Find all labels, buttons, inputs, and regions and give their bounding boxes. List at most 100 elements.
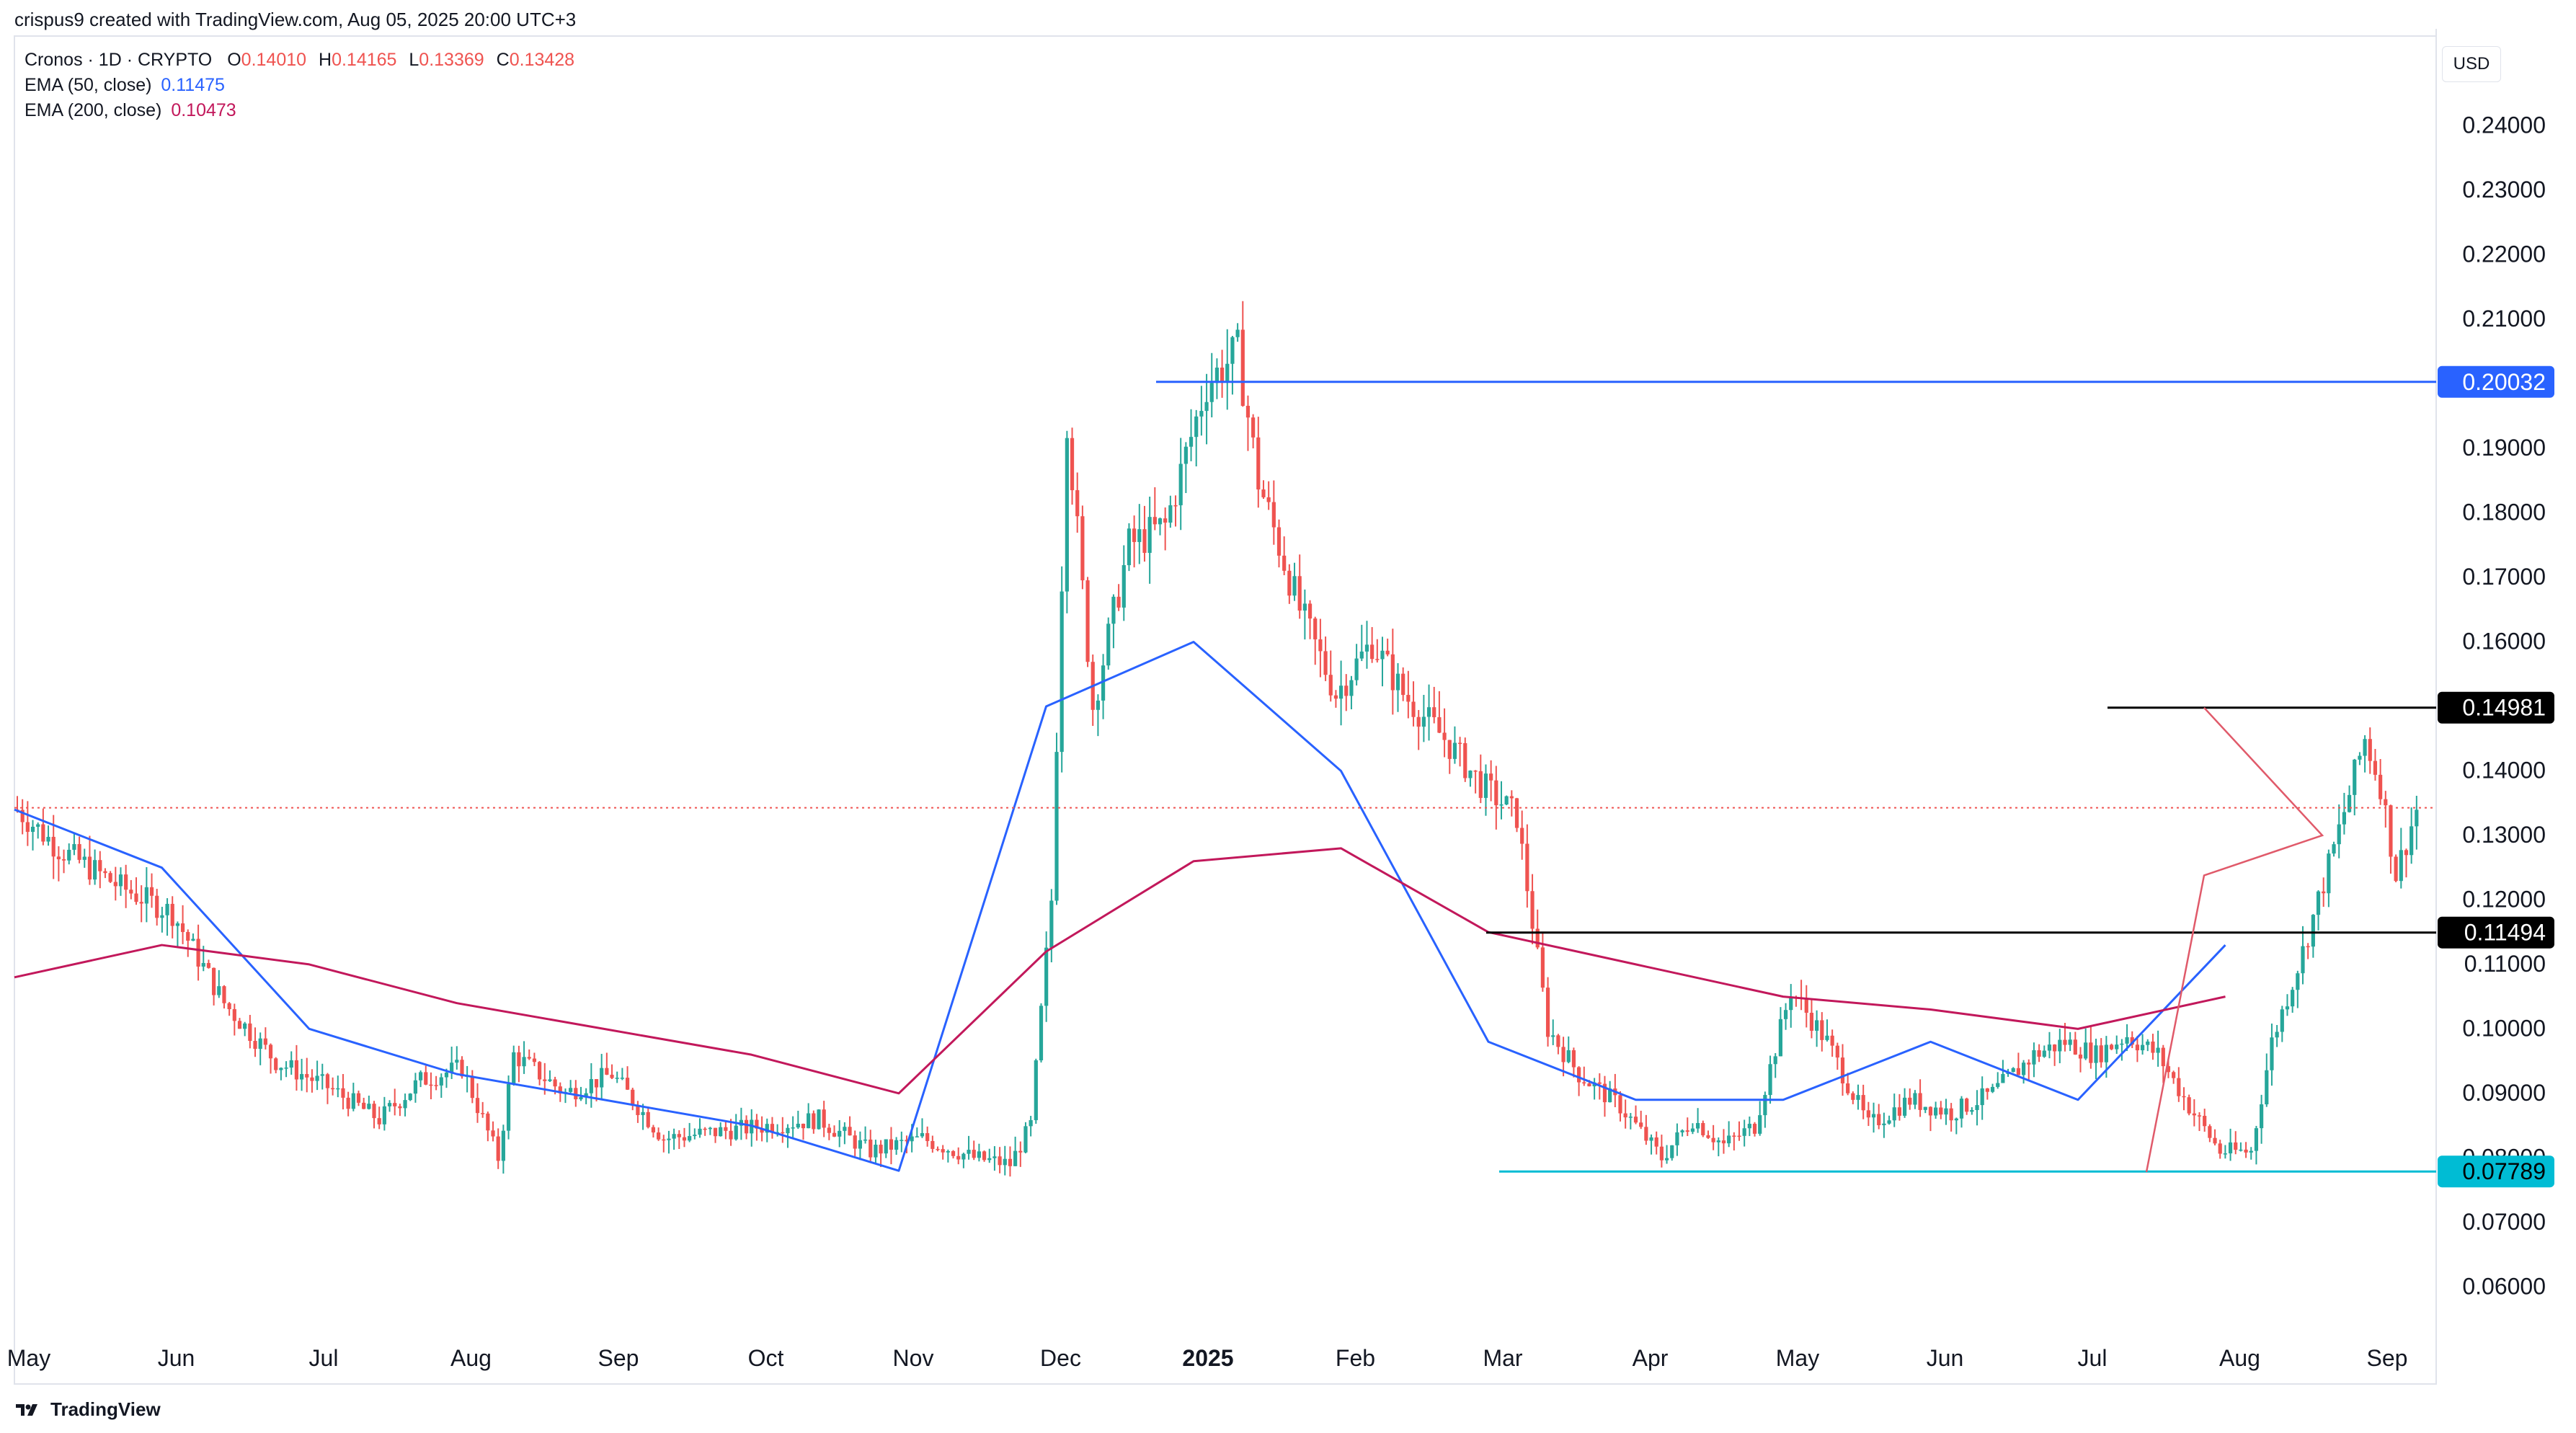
candle-body <box>625 1078 630 1090</box>
candle-body <box>1251 417 1256 438</box>
ema50-line <box>14 641 2226 1172</box>
candle-body <box>98 860 102 871</box>
ema50-row[interactable]: EMA (50, close) 0.11475 <box>25 73 574 98</box>
candle-body <box>1582 1082 1586 1084</box>
candle-body <box>827 1127 831 1133</box>
candle-body <box>693 1135 697 1137</box>
candle-body <box>703 1128 707 1130</box>
candle-body <box>1561 1047 1565 1062</box>
candle-body <box>812 1113 816 1130</box>
y-tick-label: 0.18000 <box>2462 500 2546 525</box>
candle-body <box>108 873 112 882</box>
candle-body <box>698 1128 702 1135</box>
candle-body <box>874 1145 878 1158</box>
candle-body <box>1085 580 1090 662</box>
candle-body <box>1908 1097 1912 1105</box>
candle-body <box>548 1079 552 1081</box>
candle-body <box>786 1127 790 1134</box>
y-tick-label: 0.06000 <box>2462 1273 2546 1299</box>
candle-body <box>1970 1109 1974 1112</box>
tradingview-footer[interactable]: TradingView <box>14 1398 161 1421</box>
candle-body <box>1401 673 1405 696</box>
candle-body <box>1406 695 1411 702</box>
ohlc-high-label: H <box>319 50 332 70</box>
candle-body <box>1245 405 1251 418</box>
candle-body <box>1235 329 1240 337</box>
x-tick-label: May <box>1776 1345 1819 1371</box>
candle-body <box>1096 700 1101 710</box>
candle-body <box>1349 680 1354 696</box>
candle-body <box>884 1139 888 1154</box>
candle-body <box>1240 329 1245 406</box>
candle-body <box>1939 1107 1943 1115</box>
x-tick-label: Sep <box>2367 1345 2408 1371</box>
ohlc-close-label: C <box>496 50 510 70</box>
candle-body <box>1902 1097 1907 1116</box>
candle-body <box>936 1148 940 1150</box>
candle-body <box>1851 1093 1855 1100</box>
candle-body <box>1375 659 1380 660</box>
candle-body <box>455 1060 459 1063</box>
candle-body <box>1923 1106 1927 1110</box>
candle-body <box>879 1145 883 1154</box>
candle-body <box>2301 946 2305 974</box>
candle-body <box>1768 1064 1772 1096</box>
candle-body <box>1318 639 1323 652</box>
candle-body <box>1008 1158 1013 1166</box>
candle-body <box>118 874 123 887</box>
x-tick-label: Apr <box>1633 1345 1669 1371</box>
candle-body <box>1122 565 1126 608</box>
ema200-row[interactable]: EMA (200, close) 0.10473 <box>25 98 574 123</box>
candle-body <box>1147 517 1152 554</box>
candle-body <box>1928 1106 1933 1116</box>
candle-body <box>1370 644 1374 660</box>
candle-body <box>305 1074 309 1078</box>
candle-body <box>56 856 61 860</box>
candle-body <box>1789 997 1793 1011</box>
candle-body <box>512 1052 516 1084</box>
candle-body <box>1985 1088 1989 1092</box>
y-tick-label: 0.19000 <box>2462 435 2546 461</box>
symbol-name[interactable]: Cronos · 1D · CRYPTO <box>25 50 213 70</box>
x-tick-label: May <box>7 1345 50 1371</box>
candle-body <box>237 1021 242 1029</box>
candlestick-series <box>15 301 2419 1177</box>
candle-body <box>2089 1042 2093 1063</box>
candle-body <box>30 826 35 833</box>
candle-body <box>2109 1044 2114 1050</box>
candle-body <box>1256 437 1261 490</box>
candle-body <box>444 1072 449 1078</box>
candle-body <box>1437 716 1442 733</box>
candle-body <box>1871 1114 1876 1118</box>
candle-body <box>900 1140 904 1141</box>
candle-body <box>1003 1158 1007 1166</box>
candle-body <box>677 1134 681 1137</box>
currency-button[interactable]: USD <box>2442 46 2501 82</box>
candle-body <box>320 1074 324 1076</box>
candle-body <box>2306 946 2310 948</box>
candle-body <box>180 923 185 932</box>
candle-body <box>1271 502 1276 528</box>
candle-body <box>46 836 50 842</box>
candle-body <box>1861 1095 1865 1111</box>
candle-body <box>527 1057 531 1059</box>
candle-body <box>1778 1019 1782 1057</box>
candle-body <box>2270 1037 2274 1070</box>
candle-body <box>475 1098 480 1114</box>
candle-body <box>67 849 71 861</box>
candle-body <box>646 1112 650 1127</box>
candle-body <box>2327 853 2331 894</box>
candle-body <box>124 874 128 890</box>
candle-body <box>362 1102 366 1109</box>
chart-grid <box>14 29 2437 1385</box>
candle-body <box>2032 1050 2036 1065</box>
candle-body <box>351 1093 355 1109</box>
candle-body <box>1473 771 1478 772</box>
candle-body <box>398 1106 402 1109</box>
candle-body <box>972 1150 976 1158</box>
candle-body <box>992 1156 997 1158</box>
candle-body <box>2265 1070 2269 1105</box>
candle-body <box>2234 1142 2238 1150</box>
candle-body <box>569 1088 573 1092</box>
